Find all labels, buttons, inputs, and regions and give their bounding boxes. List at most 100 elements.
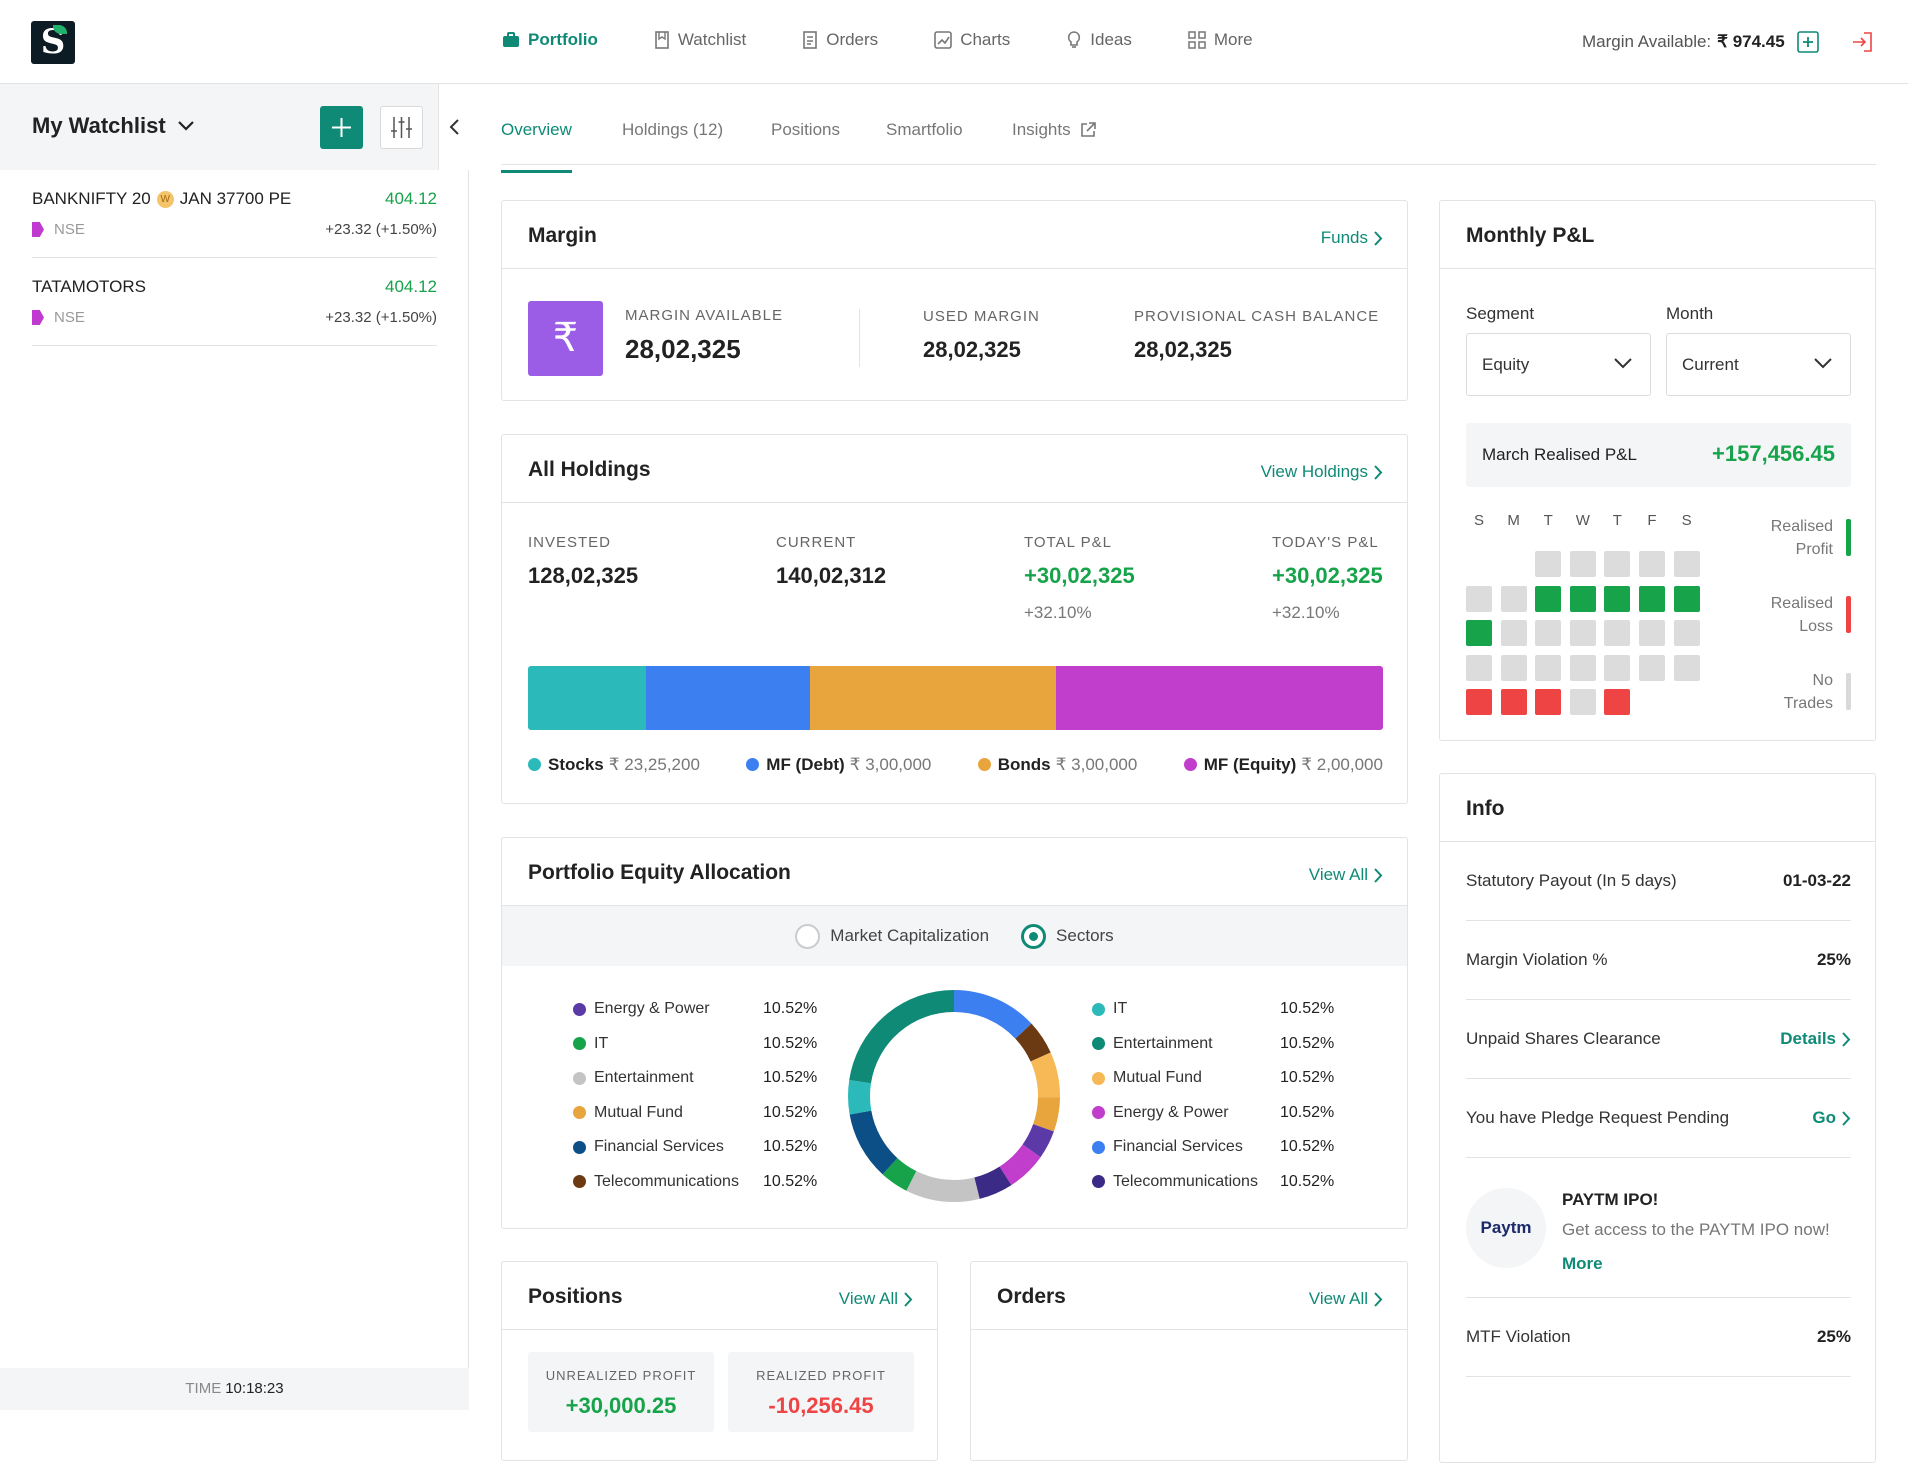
nav-watchlist[interactable]: Watchlist <box>654 30 746 50</box>
watchlist-selector[interactable]: My Watchlist <box>32 113 194 139</box>
calendar-day-cell[interactable] <box>1639 620 1665 647</box>
exchange-tag: NSE <box>32 221 85 238</box>
total-pnl-stat: TOTAL P&L +30,02,325 +32.10% <box>1024 534 1135 622</box>
calendar-day-cell[interactable] <box>1604 689 1631 716</box>
go-link[interactable]: Go <box>1812 1108 1851 1128</box>
card-title: Positions <box>528 1285 623 1308</box>
calendar-day-cell[interactable] <box>1639 585 1665 612</box>
calendar-day-cell[interactable] <box>1673 654 1700 681</box>
legend-item: MF (Debt) ₹ 3,00,000 <box>746 755 931 775</box>
calendar-day-cell[interactable] <box>1535 620 1562 647</box>
calendar-day-cell[interactable] <box>1639 654 1665 681</box>
info-row-mtf-violation: MTF Violation 25% <box>1466 1298 1851 1377</box>
calendar-day-cell[interactable] <box>1500 620 1527 647</box>
month-dropdown[interactable]: Current <box>1666 333 1851 396</box>
calendar-day-cell[interactable] <box>1500 689 1527 716</box>
calendar-day-cell[interactable] <box>1569 689 1596 716</box>
sector-legend-item: Financial Services <box>1092 1138 1243 1156</box>
calendar-day-cell[interactable] <box>1466 585 1492 612</box>
nav-orders[interactable]: Orders <box>802 30 878 50</box>
calendar-day-cell[interactable] <box>1535 654 1562 681</box>
calendar-day-cell[interactable] <box>1604 620 1631 647</box>
calendar-day-cell[interactable] <box>1673 620 1700 647</box>
collapse-sidebar-button[interactable] <box>438 84 469 170</box>
allocation-segment <box>1056 666 1383 730</box>
positions-card: Positions View All UNREALIZED PROFIT +30… <box>501 1261 938 1461</box>
weekly-badge: W <box>156 190 174 208</box>
radio-sectors[interactable] <box>1021 923 1047 949</box>
paytm-logo: Paytm <box>1466 1188 1546 1268</box>
sector-legend-item: Entertainment <box>1092 1035 1213 1053</box>
calendar-day-cell[interactable] <box>1673 585 1700 612</box>
funds-link[interactable]: Funds <box>1321 228 1383 248</box>
weekday-label: T <box>1543 512 1553 529</box>
calendar-day-cell[interactable] <box>1673 551 1700 577</box>
calendar-day-cell[interactable] <box>1569 654 1596 681</box>
sector-percentage: 10.52% <box>1280 1103 1335 1121</box>
invested-stat: INVESTED 128,02,325 <box>528 534 639 588</box>
app-logo[interactable]: S <box>31 21 75 64</box>
card-title: Info <box>1466 797 1505 820</box>
calendar-day-cell[interactable] <box>1466 654 1492 681</box>
view-holdings-link[interactable]: View Holdings <box>1261 462 1383 482</box>
watchlist-item[interactable]: TATAMOTORS 404.12 NSE +23.32 (+1.50%) <box>32 258 437 346</box>
radio-market-cap[interactable] <box>795 923 821 949</box>
calendar-day-cell[interactable] <box>1604 551 1631 577</box>
unrealized-profit: UNREALIZED PROFIT +30,000.25 <box>528 1352 714 1432</box>
calendar-day-cell[interactable] <box>1569 620 1596 647</box>
equity-allocation-card: Portfolio Equity Allocation View All Mar… <box>501 837 1408 1229</box>
calendar-day-cell[interactable] <box>1569 551 1596 577</box>
calendar-day-cell[interactable] <box>1604 654 1631 681</box>
donut-slice <box>848 990 1060 1202</box>
add-funds-icon[interactable] <box>1796 31 1819 53</box>
legend-profit: Realised Profit <box>1770 518 1833 558</box>
nav-ideas[interactable]: Ideas <box>1066 30 1132 50</box>
briefcase-icon <box>503 32 519 47</box>
calendar-day-cell[interactable] <box>1535 585 1562 612</box>
legend-no-trades: No Trades <box>1783 672 1833 712</box>
calendar-day-cell[interactable] <box>1535 551 1562 577</box>
calendar-day-cell[interactable] <box>1639 551 1665 577</box>
watchlist-sidebar: My Watchlist BANKNIFTY 20 W JAN 37700 PE… <box>0 84 469 1410</box>
promo-more-link[interactable]: More <box>1562 1254 1603 1273</box>
watchlist-item[interactable]: BANKNIFTY 20 W JAN 37700 PE 404.12 NSE +… <box>32 170 437 258</box>
filter-settings-button[interactable] <box>380 106 423 149</box>
calendar-day-cell[interactable] <box>1466 620 1492 647</box>
grid-icon <box>1188 31 1206 49</box>
calendar-day-cell[interactable] <box>1500 654 1527 681</box>
symbol-price: 404.12 <box>385 277 437 296</box>
nav-more[interactable]: More <box>1188 30 1253 50</box>
calendar-day-cell[interactable] <box>1535 689 1562 716</box>
sector-dot <box>1092 1037 1105 1050</box>
tab-insights[interactable]: Insights <box>1012 120 1097 140</box>
used-margin: USED MARGIN 28,02,325 <box>923 308 1040 362</box>
tab-overview[interactable]: Overview <box>501 120 572 173</box>
symbol-name: TATAMOTORS <box>32 277 146 296</box>
tab-positions[interactable]: Positions <box>771 120 840 139</box>
tab-smartfolio[interactable]: Smartfolio <box>886 120 963 139</box>
logout-icon[interactable] <box>1851 31 1873 53</box>
divider <box>859 309 860 367</box>
card-title: All Holdings <box>528 458 651 481</box>
calendar-day-cell[interactable] <box>1569 585 1596 612</box>
segment-dropdown[interactable]: Equity <box>1466 333 1651 396</box>
calendar-day-cell[interactable] <box>1500 585 1527 612</box>
sector-percentage: 10.52% <box>763 1069 818 1086</box>
chevron-right-icon <box>1842 1031 1851 1047</box>
view-all-orders-link[interactable]: View All <box>1309 1289 1383 1309</box>
nav-portfolio[interactable]: Portfolio <box>502 30 598 50</box>
legend-item: Bonds ₹ 3,00,000 <box>977 755 1137 775</box>
add-watchlist-button[interactable] <box>320 106 363 149</box>
nav-charts[interactable]: Charts <box>934 30 1010 50</box>
sector-percentage: 10.52% <box>763 1138 818 1155</box>
calendar-day-cell[interactable] <box>1466 689 1492 716</box>
sector-legend-item: Energy & Power <box>1092 1104 1229 1122</box>
view-all-positions-link[interactable]: View All <box>839 1289 913 1309</box>
view-all-link[interactable]: View All <box>1309 865 1383 885</box>
allocation-mode-selector: Market Capitalization Sectors <box>502 906 1407 966</box>
tab-holdings[interactable]: Holdings (12) <box>622 120 724 139</box>
sector-dot <box>573 1037 586 1050</box>
calendar-day-cell[interactable] <box>1604 585 1631 612</box>
sector-percentage: 10.52% <box>1280 1034 1335 1052</box>
details-link[interactable]: Details <box>1780 1029 1851 1049</box>
